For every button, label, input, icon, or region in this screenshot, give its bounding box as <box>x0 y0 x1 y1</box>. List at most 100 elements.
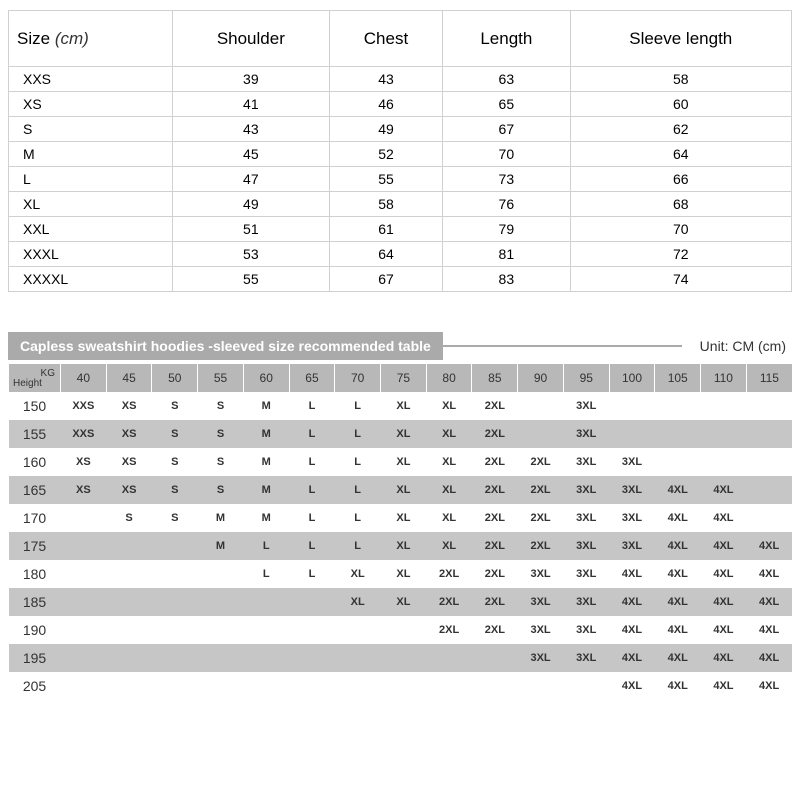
measure-cell: 79 <box>443 217 570 242</box>
height-cell: 160 <box>9 448 61 476</box>
measure-cell: 52 <box>329 142 442 167</box>
size-col-label: Size <box>17 29 50 48</box>
height-cell: 185 <box>9 588 61 616</box>
rec-size-cell <box>746 448 792 476</box>
rec-size-cell: 3XL <box>563 560 609 588</box>
rec-size-cell: 3XL <box>563 392 609 420</box>
measure-cell: 55 <box>329 167 442 192</box>
rec-size-cell <box>655 392 701 420</box>
height-cell: 190 <box>9 616 61 644</box>
rec-size-cell: 3XL <box>518 616 564 644</box>
rec-table-row: 180LLXLXL2XL2XL3XL3XL4XL4XL4XL4XL <box>9 560 793 588</box>
measure-cell: 72 <box>570 242 792 267</box>
rec-size-cell <box>61 560 107 588</box>
measure-cell: 41 <box>172 92 329 117</box>
rec-size-cell <box>198 560 244 588</box>
measure-cell: 51 <box>172 217 329 242</box>
rec-size-cell: XL <box>426 532 472 560</box>
size-table-row: L47557366 <box>9 167 792 192</box>
rec-size-cell: 2XL <box>426 616 472 644</box>
rec-size-cell: 4XL <box>655 532 701 560</box>
rec-size-cell <box>152 644 198 672</box>
measure-cell: 47 <box>172 167 329 192</box>
rec-size-cell: 4XL <box>746 644 792 672</box>
size-cell: L <box>9 167 173 192</box>
size-table-row: S43496762 <box>9 117 792 142</box>
height-cell: 170 <box>9 504 61 532</box>
rec-size-cell <box>289 616 335 644</box>
rec-size-cell: 2XL <box>472 560 518 588</box>
rec-size-cell <box>335 672 381 700</box>
rec-size-cell <box>655 448 701 476</box>
rec-size-cell: XL <box>381 588 427 616</box>
rec-size-cell: XS <box>106 448 152 476</box>
rec-size-cell: XXS <box>61 420 107 448</box>
rec-size-cell <box>518 672 564 700</box>
rec-size-cell: S <box>198 448 244 476</box>
measure-cell: 61 <box>329 217 442 242</box>
measure-cell: 67 <box>443 117 570 142</box>
rec-size-cell: L <box>335 504 381 532</box>
rec-size-cell: 3XL <box>563 476 609 504</box>
rec-corner-cell: KG Height <box>9 364 61 392</box>
rec-size-cell <box>152 588 198 616</box>
height-cell: 195 <box>9 644 61 672</box>
rec-size-cell <box>518 392 564 420</box>
rec-size-cell <box>243 672 289 700</box>
rec-size-cell: 4XL <box>746 560 792 588</box>
size-cell: XXS <box>9 67 173 92</box>
rec-size-cell: 3XL <box>518 644 564 672</box>
rec-size-cell: S <box>152 448 198 476</box>
rec-size-cell <box>655 420 701 448</box>
rec-size-cell <box>746 392 792 420</box>
rec-size-cell <box>289 672 335 700</box>
rec-size-cell: M <box>243 392 289 420</box>
rec-size-cell <box>381 644 427 672</box>
rec-size-cell <box>243 588 289 616</box>
size-table-row: XXXXL55678374 <box>9 267 792 292</box>
rec-size-cell: XL <box>335 560 381 588</box>
rec-size-cell: 4XL <box>746 616 792 644</box>
rec-size-cell: L <box>335 420 381 448</box>
rec-table-row: 185XLXL2XL2XL3XL3XL4XL4XL4XL4XL <box>9 588 793 616</box>
rec-size-cell <box>152 616 198 644</box>
rec-size-cell <box>335 616 381 644</box>
rec-size-cell: 2XL <box>518 476 564 504</box>
measure-cell: 65 <box>443 92 570 117</box>
rec-size-cell: 4XL <box>701 560 747 588</box>
measure-cell: 70 <box>570 217 792 242</box>
rec-size-cell: XS <box>106 476 152 504</box>
rec-size-cell: L <box>335 532 381 560</box>
size-table-row: XXL51617970 <box>9 217 792 242</box>
rec-size-cell <box>106 672 152 700</box>
rec-table-row: 170SSMMLLXLXL2XL2XL3XL3XL4XL4XL <box>9 504 793 532</box>
measure-cell: 58 <box>329 192 442 217</box>
rec-size-cell: 4XL <box>655 560 701 588</box>
rec-size-cell: 3XL <box>609 532 655 560</box>
rec-size-cell <box>381 616 427 644</box>
rec-size-cell <box>289 644 335 672</box>
rec-size-cell <box>61 672 107 700</box>
size-col-unit: (cm) <box>55 29 89 48</box>
size-cell: XXXXL <box>9 267 173 292</box>
rec-size-cell: 4XL <box>746 588 792 616</box>
rec-size-cell: 3XL <box>518 560 564 588</box>
shoulder-col: Shoulder <box>172 11 329 67</box>
rec-size-cell: S <box>152 504 198 532</box>
rec-size-cell <box>426 672 472 700</box>
rec-size-cell <box>61 504 107 532</box>
rec-size-cell: 2XL <box>426 588 472 616</box>
size-cell: M <box>9 142 173 167</box>
weight-col: 50 <box>152 364 198 392</box>
size-table-row: M45527064 <box>9 142 792 167</box>
rec-size-cell: XL <box>426 392 472 420</box>
rec-size-cell: 2XL <box>518 532 564 560</box>
size-cell: XL <box>9 192 173 217</box>
rec-size-cell: XL <box>381 420 427 448</box>
height-cell: 155 <box>9 420 61 448</box>
measure-cell: 64 <box>570 142 792 167</box>
measure-cell: 43 <box>172 117 329 142</box>
rec-size-cell: S <box>198 392 244 420</box>
rec-size-cell: L <box>289 392 335 420</box>
rec-size-cell: M <box>198 532 244 560</box>
